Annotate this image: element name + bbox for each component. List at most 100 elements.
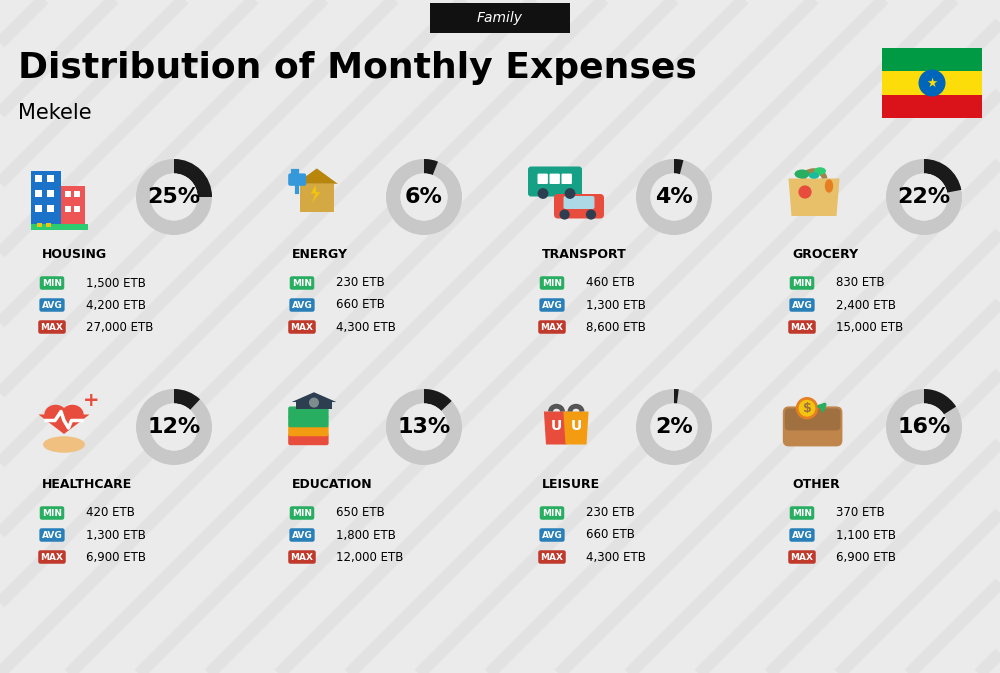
Wedge shape [174,159,212,197]
Text: MAX: MAX [291,553,314,561]
Text: AVG: AVG [292,301,312,310]
Polygon shape [296,168,338,184]
Text: 660 ETB: 660 ETB [336,299,385,312]
Circle shape [309,398,319,408]
FancyBboxPatch shape [35,190,42,197]
Circle shape [400,403,448,450]
FancyBboxPatch shape [37,223,42,227]
Text: AVG: AVG [292,530,312,540]
Text: 25%: 25% [147,187,201,207]
Text: ENERGY: ENERGY [292,248,348,262]
FancyBboxPatch shape [35,205,42,212]
Wedge shape [886,389,962,465]
Text: MAX: MAX [791,322,814,332]
FancyBboxPatch shape [430,3,570,33]
FancyBboxPatch shape [46,223,51,227]
Polygon shape [563,411,589,444]
Text: Distribution of Monthly Expenses: Distribution of Monthly Expenses [18,51,697,85]
Polygon shape [311,185,320,203]
FancyBboxPatch shape [288,406,329,419]
Text: AVG: AVG [542,530,562,540]
FancyBboxPatch shape [61,186,85,225]
Text: 230 ETB: 230 ETB [586,507,635,520]
Text: 12%: 12% [147,417,201,437]
FancyBboxPatch shape [288,174,306,186]
Text: OTHER: OTHER [792,479,840,491]
Text: $: $ [803,402,811,415]
FancyBboxPatch shape [783,406,842,446]
FancyBboxPatch shape [288,425,329,436]
Wedge shape [136,159,212,235]
Text: MAX: MAX [540,553,564,561]
Text: 1,500 ETB: 1,500 ETB [86,277,146,289]
Wedge shape [674,159,683,174]
Text: MIN: MIN [42,509,62,518]
Polygon shape [544,411,569,444]
Wedge shape [636,159,712,235]
Text: HEALTHCARE: HEALTHCARE [42,479,132,491]
FancyBboxPatch shape [288,433,329,446]
Ellipse shape [814,168,826,175]
Text: 230 ETB: 230 ETB [336,277,385,289]
Circle shape [538,188,548,199]
Ellipse shape [795,170,810,178]
Text: GROCERY: GROCERY [792,248,858,262]
Text: 420 ETB: 420 ETB [86,507,135,520]
Text: 13%: 13% [397,417,451,437]
Text: 16%: 16% [897,417,951,437]
Text: 2%: 2% [655,417,693,437]
Text: MAX: MAX [291,322,314,332]
Wedge shape [174,389,200,410]
Polygon shape [789,178,840,216]
Text: MAX: MAX [40,322,64,332]
FancyBboxPatch shape [554,194,604,219]
Text: MIN: MIN [292,279,312,287]
Circle shape [650,403,698,450]
Text: 6%: 6% [405,187,443,207]
Text: LEISURE: LEISURE [542,479,600,491]
Text: MAX: MAX [40,553,64,561]
Circle shape [650,174,698,221]
Wedge shape [386,389,462,465]
Text: 12,000 ETB: 12,000 ETB [336,551,403,563]
Text: 8,600 ETB: 8,600 ETB [586,320,646,334]
FancyBboxPatch shape [785,409,840,431]
Text: AVG: AVG [42,530,62,540]
Text: MIN: MIN [542,279,562,287]
Text: +: + [83,392,99,411]
Circle shape [586,209,596,219]
Text: 6,900 ETB: 6,900 ETB [86,551,146,563]
FancyBboxPatch shape [35,175,42,182]
Wedge shape [674,389,679,404]
FancyBboxPatch shape [528,166,582,197]
Wedge shape [886,159,962,235]
FancyBboxPatch shape [882,71,982,95]
Wedge shape [924,389,956,415]
FancyBboxPatch shape [31,171,61,225]
Text: 1,300 ETB: 1,300 ETB [86,528,146,542]
Text: 4,200 ETB: 4,200 ETB [86,299,146,312]
Text: AVG: AVG [792,530,812,540]
Wedge shape [424,159,438,175]
Text: AVG: AVG [542,301,562,310]
FancyBboxPatch shape [74,205,80,211]
Text: Mekele: Mekele [18,103,92,123]
Circle shape [150,403,198,450]
Text: 4,300 ETB: 4,300 ETB [336,320,396,334]
Text: MIN: MIN [792,279,812,287]
Circle shape [918,69,946,96]
Text: MAX: MAX [540,322,564,332]
Ellipse shape [61,404,84,424]
Text: 1,800 ETB: 1,800 ETB [336,528,396,542]
Ellipse shape [825,179,833,192]
Text: 6,900 ETB: 6,900 ETB [836,551,896,563]
Wedge shape [424,389,452,411]
Wedge shape [636,389,712,465]
FancyBboxPatch shape [564,196,594,209]
Text: 4%: 4% [655,187,693,207]
Text: MIN: MIN [292,509,312,518]
Text: EDUCATION: EDUCATION [292,479,373,491]
Circle shape [900,174,948,221]
Circle shape [400,174,448,221]
FancyBboxPatch shape [31,224,88,229]
